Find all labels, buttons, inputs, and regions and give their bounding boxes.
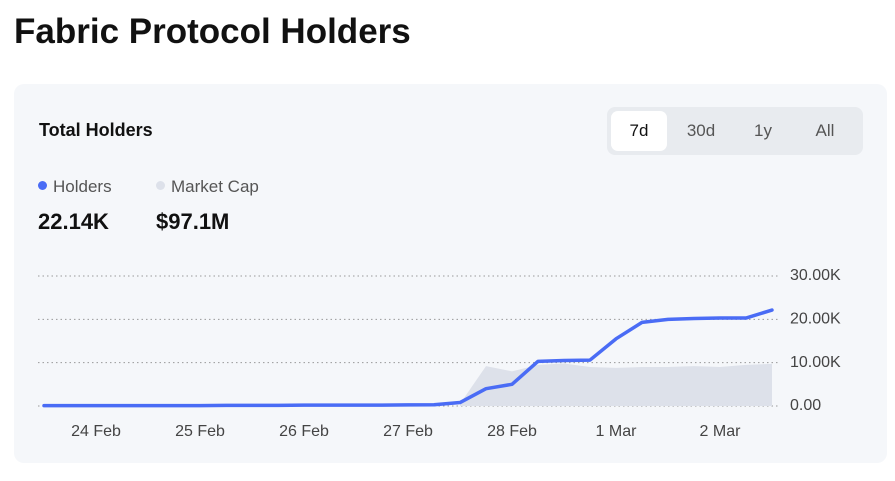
legend-label: Holders [53, 177, 112, 196]
page-title: Fabric Protocol Holders [14, 12, 411, 51]
area [460, 363, 772, 406]
legend-item[interactable]: Market Cap [156, 177, 259, 197]
tab[interactable]: 30d [686, 121, 716, 140]
x-tick-label: 27 Feb [383, 423, 433, 440]
y-tick-label: 10.00K [790, 354, 841, 371]
x-tick-label: 1 Mar [596, 423, 638, 440]
x-tick-label: 2 Mar [700, 423, 742, 440]
x-tick-label: 26 Feb [279, 423, 329, 440]
chart-title: Total Holders [39, 120, 153, 140]
latest-value: 22.14K [38, 209, 109, 234]
legend-label: Market Cap [171, 177, 259, 196]
latest-value: $97.1M [156, 209, 230, 234]
y-tick-label: 20.00K [790, 311, 841, 328]
legend-dot [156, 181, 165, 190]
tab-bar: 7d 30d 1y All [607, 107, 863, 155]
tab[interactable]: All [815, 121, 835, 140]
x-tick-label: 28 Feb [487, 423, 537, 440]
y-tick-label: 0.00 [790, 397, 821, 414]
legend-item[interactable]: Holders [38, 177, 112, 197]
y-tick-label: 30.00K [790, 267, 841, 284]
x-tick-label: 24 Feb [71, 423, 121, 440]
tab[interactable]: 1y [754, 121, 772, 140]
x-tick-label: 25 Feb [175, 423, 225, 440]
legend-dot [38, 181, 47, 190]
tab[interactable]: 7d [611, 111, 667, 151]
line [42, 308, 774, 408]
